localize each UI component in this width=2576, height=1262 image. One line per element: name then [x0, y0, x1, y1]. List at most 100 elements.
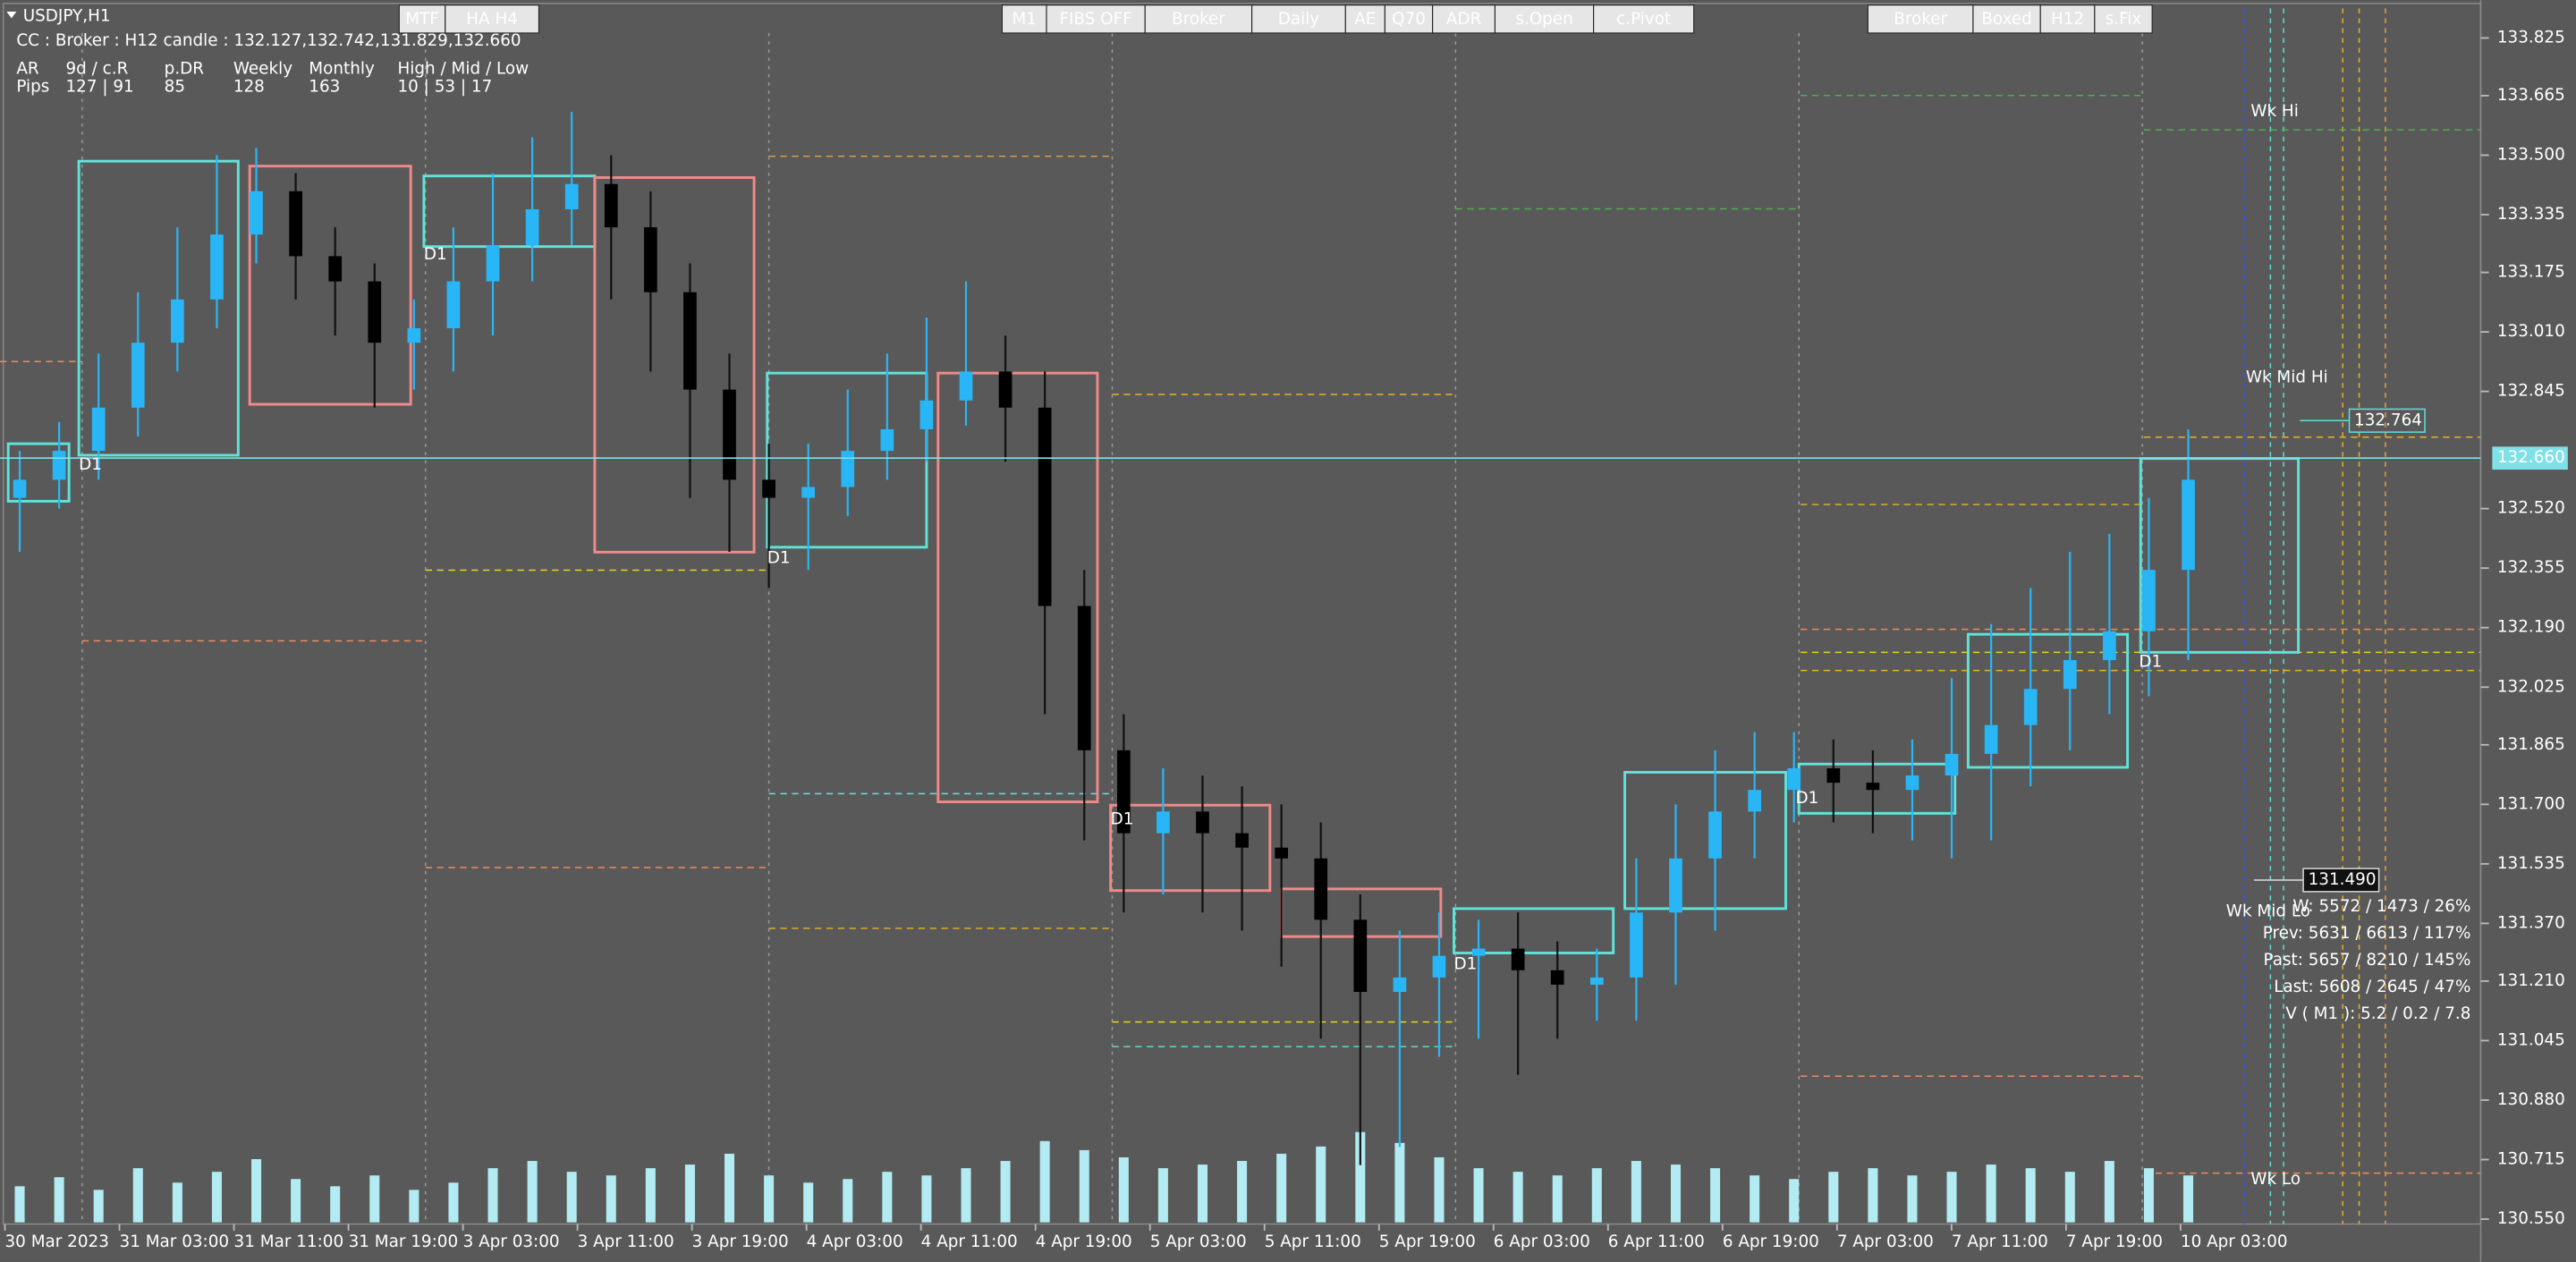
- candle-body: [723, 389, 736, 480]
- toolbar-button[interactable]: [1494, 4, 1595, 34]
- toolbar-button[interactable]: [2094, 4, 2153, 34]
- toolbar-button-label[interactable]: Broker: [1894, 10, 1947, 29]
- candle-body: [210, 234, 224, 300]
- y-tick-label: 130.880: [2497, 1090, 2565, 1109]
- price-box-label: 131.490: [2309, 870, 2377, 889]
- stats-value: 127 | 91: [65, 78, 133, 97]
- toolbar-button[interactable]: [2039, 4, 2096, 34]
- candle-body: [1196, 811, 1209, 834]
- box-label: D1: [1111, 810, 1134, 829]
- volume-bar: [843, 1179, 853, 1223]
- y-tick-label: 130.715: [2497, 1150, 2565, 1169]
- menu-arrow: [6, 12, 17, 19]
- labels: USDJPY,H1 CC : Broker : H12 candle : 132…: [6, 7, 521, 50]
- toolbar-button-label[interactable]: Q70: [1392, 10, 1426, 29]
- candle-body: [1630, 912, 1643, 978]
- x-tick-label: 4 Apr 11:00: [921, 1232, 1018, 1251]
- candle-body: [1866, 783, 1880, 791]
- session-box: [6, 442, 71, 503]
- toolbar-button-label[interactable]: HA H4: [466, 10, 518, 29]
- volume-bar: [369, 1175, 380, 1223]
- x-tick-label: 7 Apr 19:00: [2066, 1232, 2163, 1251]
- volume-bar: [1079, 1149, 1089, 1223]
- volume-bar: [172, 1182, 182, 1223]
- stats-value: 85: [165, 78, 185, 97]
- toolbar-button-label[interactable]: s.Open: [1515, 10, 1572, 29]
- volume-bar: [724, 1153, 735, 1223]
- candle-body: [1471, 948, 1486, 956]
- toolbar-button-label[interactable]: Daily: [1278, 10, 1320, 29]
- volume-bar: [1868, 1168, 1878, 1223]
- stats-header: Weekly: [233, 59, 292, 78]
- toolbar-button-label[interactable]: H12: [2051, 10, 2084, 29]
- candle-body: [2182, 479, 2195, 571]
- volume-bar: [803, 1182, 814, 1223]
- y-tick-label: 131.210: [2497, 971, 2565, 990]
- x-tick-label: 4 Apr 03:00: [807, 1232, 903, 1251]
- toolbar-button-label[interactable]: Broker: [1172, 10, 1225, 29]
- volume-bar: [1394, 1142, 1405, 1223]
- x-tick-label: 31 Mar 03:00: [120, 1232, 230, 1251]
- volume-bar: [1907, 1175, 1918, 1223]
- candle-body: [1905, 775, 1919, 791]
- toolbar-button-label[interactable]: Boxed: [1981, 10, 2032, 29]
- price-tag: [2492, 446, 2568, 470]
- toolbar-button[interactable]: [1867, 4, 1974, 34]
- volume-bar: [211, 1172, 222, 1223]
- volume-bar: [1000, 1161, 1011, 1223]
- info: CC : Broker : H12 candle : 132.127,132.7…: [16, 31, 521, 50]
- volume-bar: [14, 1186, 25, 1223]
- toolbar-button-label[interactable]: FIBS OFF: [1059, 10, 1131, 29]
- volume-bar: [1157, 1168, 1168, 1223]
- candle-body: [762, 479, 775, 498]
- stats-value: 128: [233, 78, 265, 97]
- stats-header: 9d / c.R: [65, 59, 128, 78]
- toolbar-button[interactable]: [1251, 4, 1346, 34]
- stats-line: W: 5572 / 1473 / 26%: [2292, 897, 2470, 916]
- candle-body: [2103, 631, 2116, 661]
- y-tick-label: 130.550: [2497, 1209, 2565, 1228]
- toolbar-button[interactable]: [1432, 4, 1496, 34]
- x-tick-label: 30 Mar 2023: [5, 1232, 109, 1251]
- volume-bar: [764, 1175, 775, 1223]
- candle-body: [407, 328, 421, 343]
- toolbar-button[interactable]: [445, 4, 539, 34]
- toolbar-button-label[interactable]: M1: [1012, 10, 1037, 29]
- stats-header: Monthly: [309, 59, 375, 78]
- candle-body: [880, 428, 894, 452]
- stats-value: Pips: [16, 78, 49, 97]
- volume-bar: [1710, 1168, 1721, 1223]
- volume-bar: [2143, 1168, 2154, 1223]
- x-tick-label: 31 Mar 19:00: [349, 1232, 459, 1251]
- toolbar-button[interactable]: [1593, 4, 1695, 34]
- volume-bar: [1039, 1140, 1050, 1223]
- volume-bar: [487, 1168, 498, 1223]
- candle-body: [91, 407, 106, 452]
- candle-body: [1432, 955, 1446, 978]
- volume-bar: [2025, 1168, 2036, 1223]
- toolbar-button-label[interactable]: c.Pivot: [1616, 10, 1671, 29]
- box-label: D1: [1454, 954, 1478, 973]
- toolbar-button[interactable]: [1344, 4, 1385, 34]
- toolbar-button-label[interactable]: MTF: [405, 10, 439, 29]
- y-tick-label: 131.535: [2497, 854, 2565, 873]
- volume-bar: [1946, 1172, 1957, 1223]
- toolbar-button-label[interactable]: AE: [1354, 10, 1376, 29]
- price-box-label: 132.764: [2354, 411, 2422, 429]
- candle-body: [1826, 768, 1841, 783]
- session-boxes: [6, 159, 2301, 954]
- y-tick-label: 131.370: [2497, 913, 2565, 932]
- volume-bar: [961, 1168, 971, 1223]
- candle-body: [1077, 606, 1091, 750]
- candle-body: [1787, 768, 1801, 791]
- toolbar-button[interactable]: [1144, 4, 1253, 34]
- volume-bar: [291, 1179, 301, 1223]
- candle-body: [2142, 570, 2156, 631]
- volume-bar: [448, 1182, 459, 1223]
- volume-bar: [330, 1186, 341, 1223]
- toolbar-button-label[interactable]: ADR: [1446, 10, 1482, 29]
- x-tick-label: 3 Apr 19:00: [692, 1232, 789, 1251]
- toolbar-button-label[interactable]: s.Fix: [2106, 10, 2142, 29]
